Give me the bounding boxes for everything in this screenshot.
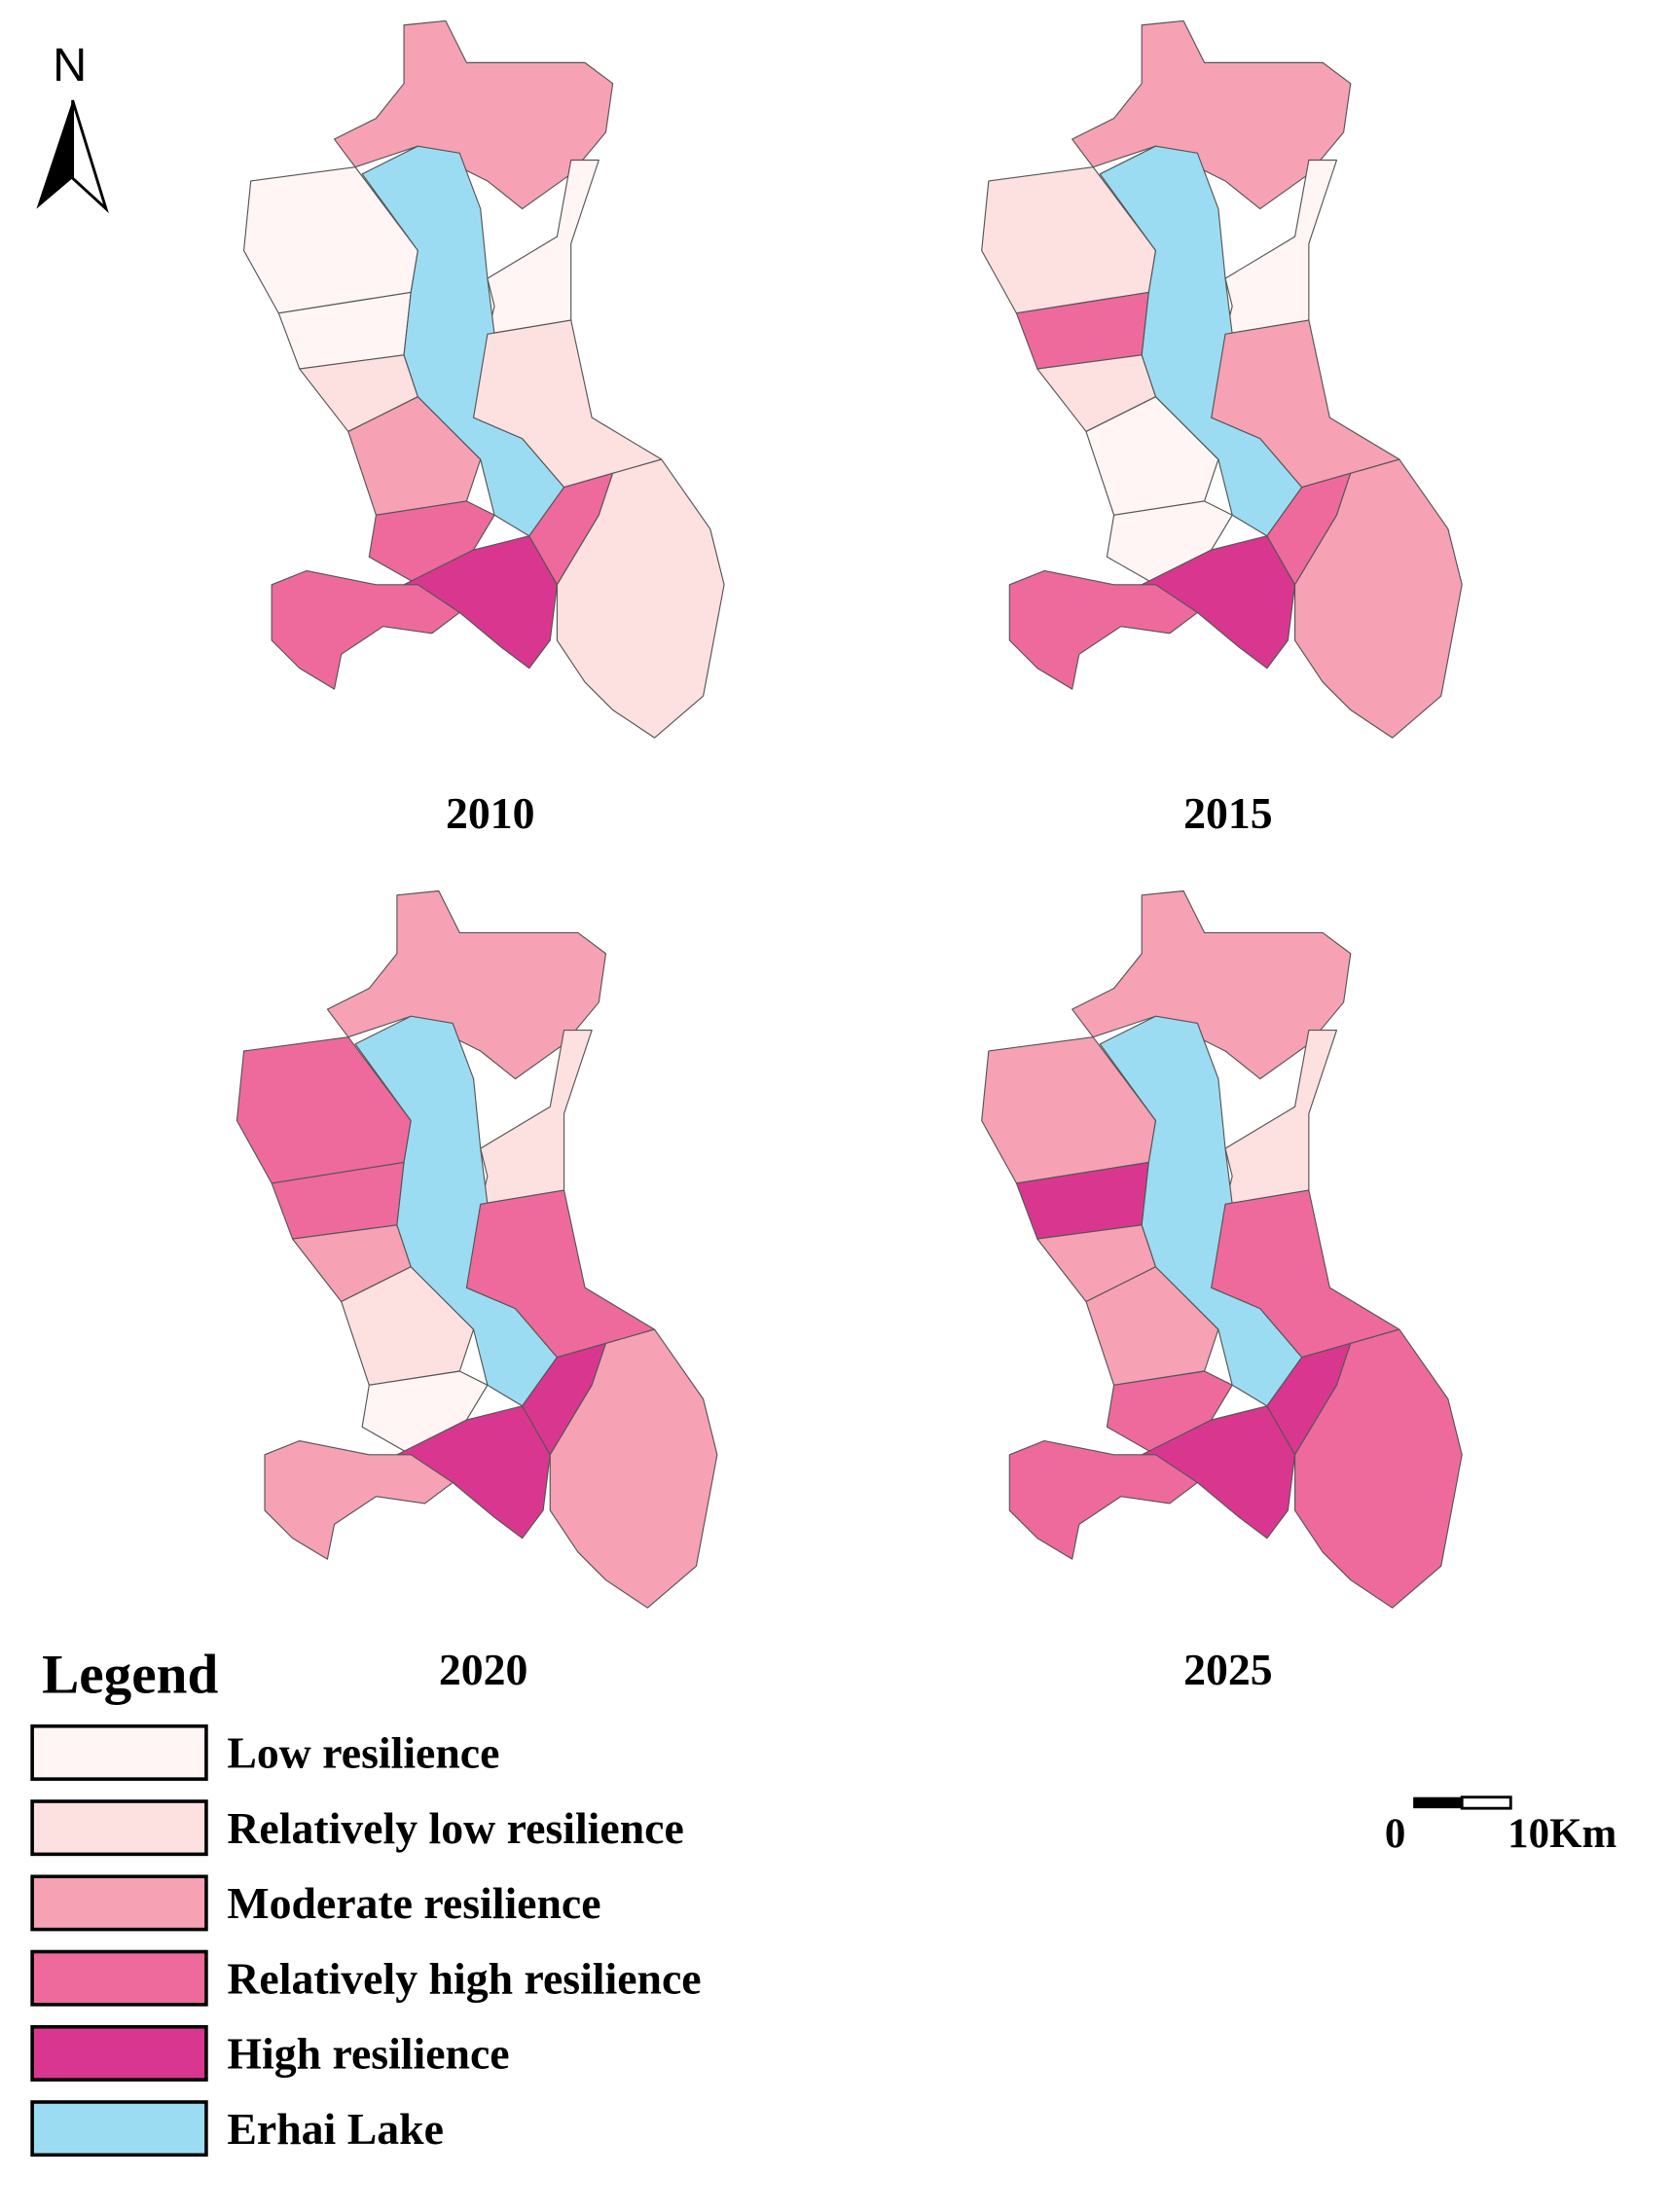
region xyxy=(1008,569,1198,690)
legend-label: Relatively low resilience xyxy=(227,1803,683,1853)
scale-bar: 0 10Km xyxy=(1385,1795,1617,1857)
region xyxy=(271,569,460,690)
legend-label: Low resilience xyxy=(227,1728,499,1778)
legend-swatch xyxy=(30,1949,208,2007)
panel-title: 2015 xyxy=(1183,788,1273,838)
region xyxy=(556,458,725,739)
map-panel xyxy=(236,889,718,1609)
region xyxy=(1008,1439,1198,1560)
map-panel xyxy=(981,19,1463,739)
legend-label: High resilience xyxy=(227,2029,509,2079)
region xyxy=(1293,1328,1463,1609)
scale-segment xyxy=(1460,1795,1512,1810)
region xyxy=(1072,889,1352,1080)
region xyxy=(1293,458,1463,739)
region xyxy=(396,1405,551,1540)
panel-title: 2010 xyxy=(446,788,535,838)
legend-swatch xyxy=(30,1874,208,1932)
panel-title: 2020 xyxy=(439,1645,528,1694)
scale-segment xyxy=(1413,1796,1463,1809)
map-panel xyxy=(981,889,1463,1609)
legend-swatch xyxy=(30,2100,208,2158)
legend-swatch xyxy=(30,2024,208,2082)
north-arrow: N xyxy=(36,39,109,214)
region xyxy=(326,889,607,1080)
arrow-right xyxy=(71,99,109,214)
region xyxy=(403,535,558,670)
panel-title: 2025 xyxy=(1183,1645,1273,1694)
region xyxy=(264,1439,454,1560)
legend-label: Erhai Lake xyxy=(227,2104,444,2154)
scale-end: 10Km xyxy=(1508,1811,1617,1857)
region xyxy=(549,1328,718,1609)
legend-title: Legend xyxy=(42,1644,218,1705)
legend-label: Moderate resilience xyxy=(227,1878,600,1928)
region xyxy=(1141,535,1296,670)
map-panel xyxy=(242,19,725,739)
scale-start: 0 xyxy=(1385,1811,1405,1857)
region xyxy=(1072,19,1352,210)
arrow-left xyxy=(36,99,73,209)
legend-swatch xyxy=(30,1799,208,1857)
legend-swatch xyxy=(30,1723,208,1781)
legend-label: Relatively high resilience xyxy=(227,1953,701,2003)
region xyxy=(1141,1405,1296,1540)
north-label: N xyxy=(53,39,87,91)
region xyxy=(333,19,614,210)
